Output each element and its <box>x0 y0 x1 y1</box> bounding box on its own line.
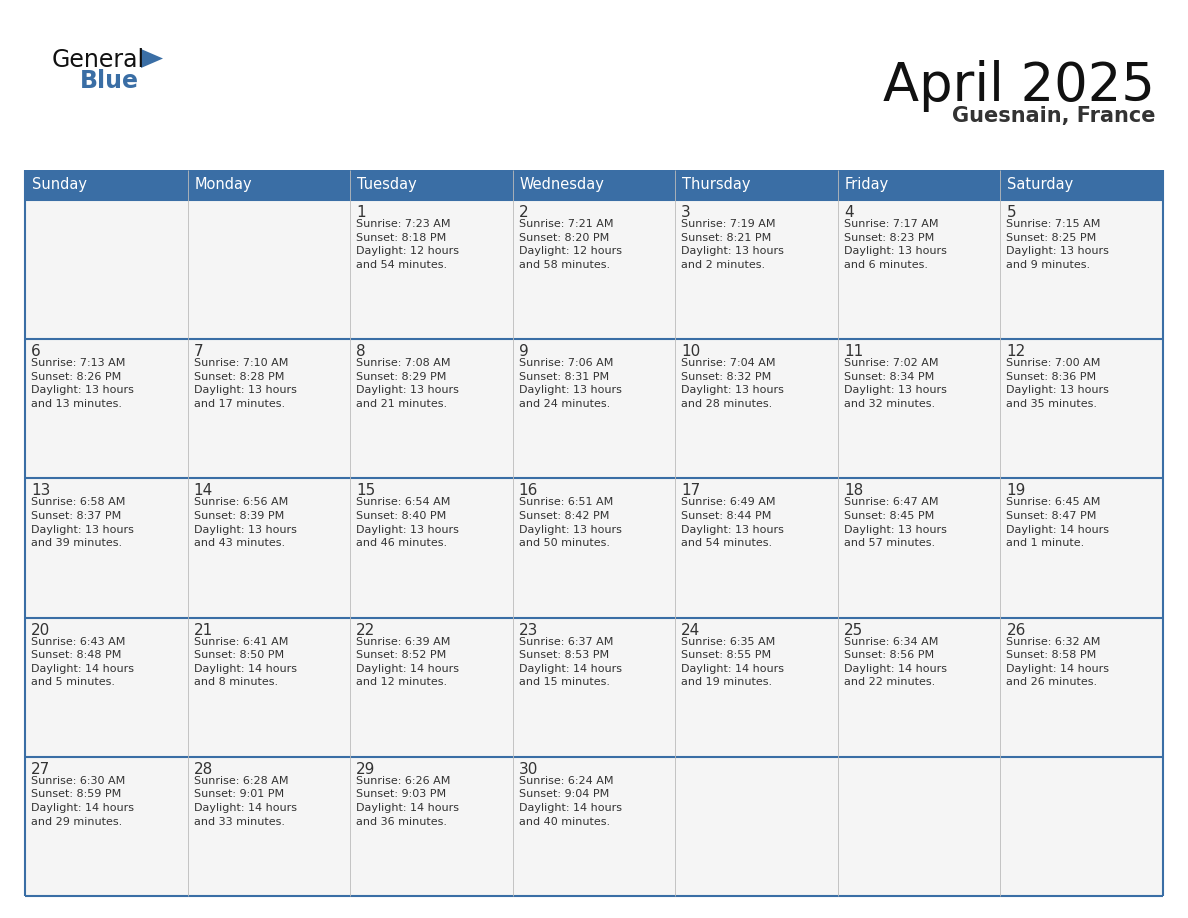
Text: Monday: Monday <box>195 177 252 193</box>
Text: Sunrise: 7:00 AM
Sunset: 8:36 PM
Daylight: 13 hours
and 35 minutes.: Sunrise: 7:00 AM Sunset: 8:36 PM Dayligh… <box>1006 358 1110 409</box>
Text: Blue: Blue <box>80 69 139 93</box>
Text: 6: 6 <box>31 344 40 359</box>
Bar <box>350 170 513 200</box>
Text: Sunrise: 7:06 AM
Sunset: 8:31 PM
Daylight: 13 hours
and 24 minutes.: Sunrise: 7:06 AM Sunset: 8:31 PM Dayligh… <box>519 358 621 409</box>
Text: Tuesday: Tuesday <box>358 177 417 193</box>
Text: 19: 19 <box>1006 484 1025 498</box>
Text: Sunrise: 6:43 AM
Sunset: 8:48 PM
Daylight: 14 hours
and 5 minutes.: Sunrise: 6:43 AM Sunset: 8:48 PM Dayligh… <box>31 636 134 688</box>
Bar <box>675 170 838 200</box>
Text: 1: 1 <box>356 205 366 220</box>
Text: Sunrise: 6:35 AM
Sunset: 8:55 PM
Daylight: 14 hours
and 19 minutes.: Sunrise: 6:35 AM Sunset: 8:55 PM Dayligh… <box>681 636 784 688</box>
Text: Sunrise: 7:10 AM
Sunset: 8:28 PM
Daylight: 13 hours
and 17 minutes.: Sunrise: 7:10 AM Sunset: 8:28 PM Dayligh… <box>194 358 297 409</box>
Text: 16: 16 <box>519 484 538 498</box>
Text: 10: 10 <box>681 344 701 359</box>
Text: 24: 24 <box>681 622 701 638</box>
Text: 11: 11 <box>843 344 864 359</box>
Bar <box>25 478 1163 618</box>
Text: Sunrise: 7:08 AM
Sunset: 8:29 PM
Daylight: 13 hours
and 21 minutes.: Sunrise: 7:08 AM Sunset: 8:29 PM Dayligh… <box>356 358 459 409</box>
Text: Sunrise: 6:45 AM
Sunset: 8:47 PM
Daylight: 14 hours
and 1 minute.: Sunrise: 6:45 AM Sunset: 8:47 PM Dayligh… <box>1006 498 1110 548</box>
Text: Sunrise: 7:19 AM
Sunset: 8:21 PM
Daylight: 13 hours
and 2 minutes.: Sunrise: 7:19 AM Sunset: 8:21 PM Dayligh… <box>681 219 784 270</box>
Text: Sunrise: 6:34 AM
Sunset: 8:56 PM
Daylight: 14 hours
and 22 minutes.: Sunrise: 6:34 AM Sunset: 8:56 PM Dayligh… <box>843 636 947 688</box>
Text: Sunday: Sunday <box>32 177 87 193</box>
Text: Sunrise: 6:32 AM
Sunset: 8:58 PM
Daylight: 14 hours
and 26 minutes.: Sunrise: 6:32 AM Sunset: 8:58 PM Dayligh… <box>1006 636 1110 688</box>
Text: Sunrise: 7:04 AM
Sunset: 8:32 PM
Daylight: 13 hours
and 28 minutes.: Sunrise: 7:04 AM Sunset: 8:32 PM Dayligh… <box>681 358 784 409</box>
Text: 4: 4 <box>843 205 853 220</box>
Bar <box>838 170 1000 200</box>
Text: Saturday: Saturday <box>1007 177 1074 193</box>
Text: Friday: Friday <box>845 177 889 193</box>
Text: 9: 9 <box>519 344 529 359</box>
Text: 17: 17 <box>681 484 701 498</box>
Text: 15: 15 <box>356 484 375 498</box>
Text: 27: 27 <box>31 762 50 777</box>
Text: 28: 28 <box>194 762 213 777</box>
Text: 12: 12 <box>1006 344 1025 359</box>
Bar <box>25 339 1163 478</box>
Text: Sunrise: 6:58 AM
Sunset: 8:37 PM
Daylight: 13 hours
and 39 minutes.: Sunrise: 6:58 AM Sunset: 8:37 PM Dayligh… <box>31 498 134 548</box>
Text: Thursday: Thursday <box>682 177 751 193</box>
Polygon shape <box>141 49 163 68</box>
Text: Sunrise: 6:51 AM
Sunset: 8:42 PM
Daylight: 13 hours
and 50 minutes.: Sunrise: 6:51 AM Sunset: 8:42 PM Dayligh… <box>519 498 621 548</box>
Text: 7: 7 <box>194 344 203 359</box>
Text: Sunrise: 6:47 AM
Sunset: 8:45 PM
Daylight: 13 hours
and 57 minutes.: Sunrise: 6:47 AM Sunset: 8:45 PM Dayligh… <box>843 498 947 548</box>
Text: Sunrise: 6:41 AM
Sunset: 8:50 PM
Daylight: 14 hours
and 8 minutes.: Sunrise: 6:41 AM Sunset: 8:50 PM Dayligh… <box>194 636 297 688</box>
Text: Sunrise: 6:28 AM
Sunset: 9:01 PM
Daylight: 14 hours
and 33 minutes.: Sunrise: 6:28 AM Sunset: 9:01 PM Dayligh… <box>194 776 297 826</box>
Bar <box>1000 170 1163 200</box>
Text: Sunrise: 6:54 AM
Sunset: 8:40 PM
Daylight: 13 hours
and 46 minutes.: Sunrise: 6:54 AM Sunset: 8:40 PM Dayligh… <box>356 498 459 548</box>
Bar <box>513 170 675 200</box>
Text: 8: 8 <box>356 344 366 359</box>
Text: 18: 18 <box>843 484 864 498</box>
Text: Sunrise: 6:26 AM
Sunset: 9:03 PM
Daylight: 14 hours
and 36 minutes.: Sunrise: 6:26 AM Sunset: 9:03 PM Dayligh… <box>356 776 459 826</box>
Bar <box>25 618 1163 756</box>
Text: Sunrise: 7:17 AM
Sunset: 8:23 PM
Daylight: 13 hours
and 6 minutes.: Sunrise: 7:17 AM Sunset: 8:23 PM Dayligh… <box>843 219 947 270</box>
Text: Sunrise: 7:13 AM
Sunset: 8:26 PM
Daylight: 13 hours
and 13 minutes.: Sunrise: 7:13 AM Sunset: 8:26 PM Dayligh… <box>31 358 134 409</box>
Text: Sunrise: 7:15 AM
Sunset: 8:25 PM
Daylight: 13 hours
and 9 minutes.: Sunrise: 7:15 AM Sunset: 8:25 PM Dayligh… <box>1006 219 1110 270</box>
Text: Sunrise: 6:39 AM
Sunset: 8:52 PM
Daylight: 14 hours
and 12 minutes.: Sunrise: 6:39 AM Sunset: 8:52 PM Dayligh… <box>356 636 459 688</box>
Text: 3: 3 <box>681 205 691 220</box>
Text: 30: 30 <box>519 762 538 777</box>
Text: 2: 2 <box>519 205 529 220</box>
Text: April 2025: April 2025 <box>883 60 1155 112</box>
Bar <box>25 170 188 200</box>
Text: 22: 22 <box>356 622 375 638</box>
Text: 23: 23 <box>519 622 538 638</box>
Text: General: General <box>52 48 145 72</box>
Text: Sunrise: 6:24 AM
Sunset: 9:04 PM
Daylight: 14 hours
and 40 minutes.: Sunrise: 6:24 AM Sunset: 9:04 PM Dayligh… <box>519 776 621 826</box>
Text: Sunrise: 6:56 AM
Sunset: 8:39 PM
Daylight: 13 hours
and 43 minutes.: Sunrise: 6:56 AM Sunset: 8:39 PM Dayligh… <box>194 498 297 548</box>
Text: Sunrise: 6:49 AM
Sunset: 8:44 PM
Daylight: 13 hours
and 54 minutes.: Sunrise: 6:49 AM Sunset: 8:44 PM Dayligh… <box>681 498 784 548</box>
Text: Sunrise: 7:21 AM
Sunset: 8:20 PM
Daylight: 12 hours
and 58 minutes.: Sunrise: 7:21 AM Sunset: 8:20 PM Dayligh… <box>519 219 621 270</box>
Text: Sunrise: 7:02 AM
Sunset: 8:34 PM
Daylight: 13 hours
and 32 minutes.: Sunrise: 7:02 AM Sunset: 8:34 PM Dayligh… <box>843 358 947 409</box>
Text: 20: 20 <box>31 622 50 638</box>
Bar <box>25 756 1163 896</box>
Text: 14: 14 <box>194 484 213 498</box>
Text: 21: 21 <box>194 622 213 638</box>
Text: Sunrise: 6:37 AM
Sunset: 8:53 PM
Daylight: 14 hours
and 15 minutes.: Sunrise: 6:37 AM Sunset: 8:53 PM Dayligh… <box>519 636 621 688</box>
Text: 5: 5 <box>1006 205 1016 220</box>
Bar <box>188 170 350 200</box>
Text: Wednesday: Wednesday <box>519 177 605 193</box>
Bar <box>25 200 1163 339</box>
Text: 25: 25 <box>843 622 864 638</box>
Text: Sunrise: 6:30 AM
Sunset: 8:59 PM
Daylight: 14 hours
and 29 minutes.: Sunrise: 6:30 AM Sunset: 8:59 PM Dayligh… <box>31 776 134 826</box>
Text: 13: 13 <box>31 484 50 498</box>
Text: Sunrise: 7:23 AM
Sunset: 8:18 PM
Daylight: 12 hours
and 54 minutes.: Sunrise: 7:23 AM Sunset: 8:18 PM Dayligh… <box>356 219 459 270</box>
Text: 26: 26 <box>1006 622 1025 638</box>
Text: 29: 29 <box>356 762 375 777</box>
Text: Guesnain, France: Guesnain, France <box>952 106 1155 126</box>
